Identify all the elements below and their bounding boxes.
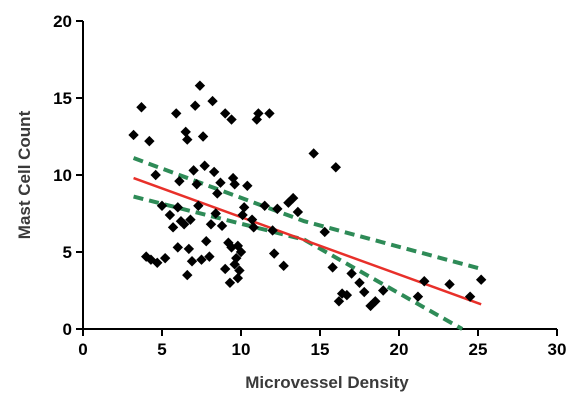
data-point: [333, 296, 345, 307]
x-tick-label: 30: [548, 340, 567, 359]
data-point: [207, 95, 218, 107]
y-tick-label: 10: [53, 166, 72, 185]
data-point: [412, 291, 424, 302]
data-point: [378, 285, 389, 296]
data-point: [229, 179, 240, 190]
data-point: [164, 209, 176, 221]
data-point: [167, 222, 179, 233]
data-point: [220, 108, 231, 119]
data-point: [259, 200, 270, 211]
x-axis-title: Microvessel Density: [245, 373, 409, 392]
data-point: [346, 268, 357, 279]
data-point: [464, 291, 476, 302]
data-point: [212, 188, 223, 199]
data-point: [327, 262, 338, 273]
data-point: [186, 256, 198, 267]
data-point: [136, 102, 147, 113]
data-point: [234, 265, 245, 276]
confidence-band-upper: [132, 156, 482, 271]
data-point: [419, 276, 430, 287]
plot-area: 0 5 10 15 20 25 30 0 5 10 15 20: [53, 12, 566, 359]
data-point: [174, 175, 185, 187]
data-point: [359, 286, 370, 298]
data-point: [238, 202, 250, 213]
data-point: [194, 80, 206, 91]
data-point: [128, 129, 139, 141]
data-point: [308, 148, 319, 159]
data-point: [278, 260, 289, 272]
data-point: [150, 169, 161, 181]
data-point: [189, 100, 201, 111]
data-point: [444, 279, 455, 290]
data-point: [182, 134, 193, 145]
data-point: [159, 252, 171, 264]
x-tick-label: 20: [390, 340, 409, 359]
data-point: [370, 296, 381, 307]
data-point: [199, 160, 210, 171]
x-tick-label: 5: [157, 340, 166, 359]
data-point: [193, 200, 204, 211]
data-point: [253, 108, 264, 119]
data-point: [205, 219, 217, 230]
regression-line: [133, 176, 482, 306]
data-point: [341, 289, 353, 301]
y-axis-title: Mast Cell Count: [15, 110, 34, 239]
data-point: [292, 206, 304, 218]
data-point: [330, 162, 341, 173]
data-point: [237, 209, 248, 221]
data-point: [152, 257, 163, 268]
data-point: [144, 135, 155, 147]
y-tick-label: 0: [63, 320, 72, 339]
data-point: [210, 208, 221, 219]
data-point: [268, 248, 280, 259]
data-point: [232, 272, 244, 284]
data-point: [272, 203, 283, 215]
data-point: [226, 114, 237, 125]
data-point: [185, 214, 196, 225]
data-point: [220, 263, 231, 275]
data-point: [319, 226, 330, 238]
data-point: [242, 180, 253, 191]
data-point: [287, 192, 299, 204]
data-point: [188, 165, 199, 176]
data-point: [224, 277, 236, 288]
x-tick-label: 25: [469, 340, 488, 359]
data-point: [264, 108, 275, 119]
data-point: [171, 108, 182, 119]
data-point: [231, 252, 242, 264]
x-tick-label: 10: [232, 340, 251, 359]
y-tick-label: 5: [63, 243, 72, 262]
data-point: [216, 220, 228, 232]
data-point: [215, 177, 226, 188]
data-point: [354, 277, 365, 288]
data-point: [183, 243, 195, 255]
data-point: [204, 251, 215, 262]
data-point: [191, 179, 202, 190]
x-tick-label: 15: [311, 340, 330, 359]
data-point: [172, 242, 183, 253]
data-point: [208, 166, 220, 178]
data-point: [172, 202, 183, 213]
data-point: [182, 269, 193, 281]
data-point: [267, 225, 278, 236]
data-point: [180, 126, 191, 138]
data-point: [248, 222, 259, 233]
y-tick-label: 20: [53, 12, 72, 31]
data-point: [283, 197, 294, 208]
y-tick-label: 15: [53, 89, 72, 108]
data-point: [156, 200, 168, 211]
data-point: [197, 131, 209, 142]
x-tick-label: 0: [78, 340, 87, 359]
data-point: [475, 274, 487, 285]
data-point: [246, 214, 258, 225]
data-point: [196, 254, 207, 265]
data-point: [201, 236, 212, 247]
data-point: [178, 219, 190, 230]
data-point: [235, 246, 247, 258]
data-point: [232, 240, 244, 252]
